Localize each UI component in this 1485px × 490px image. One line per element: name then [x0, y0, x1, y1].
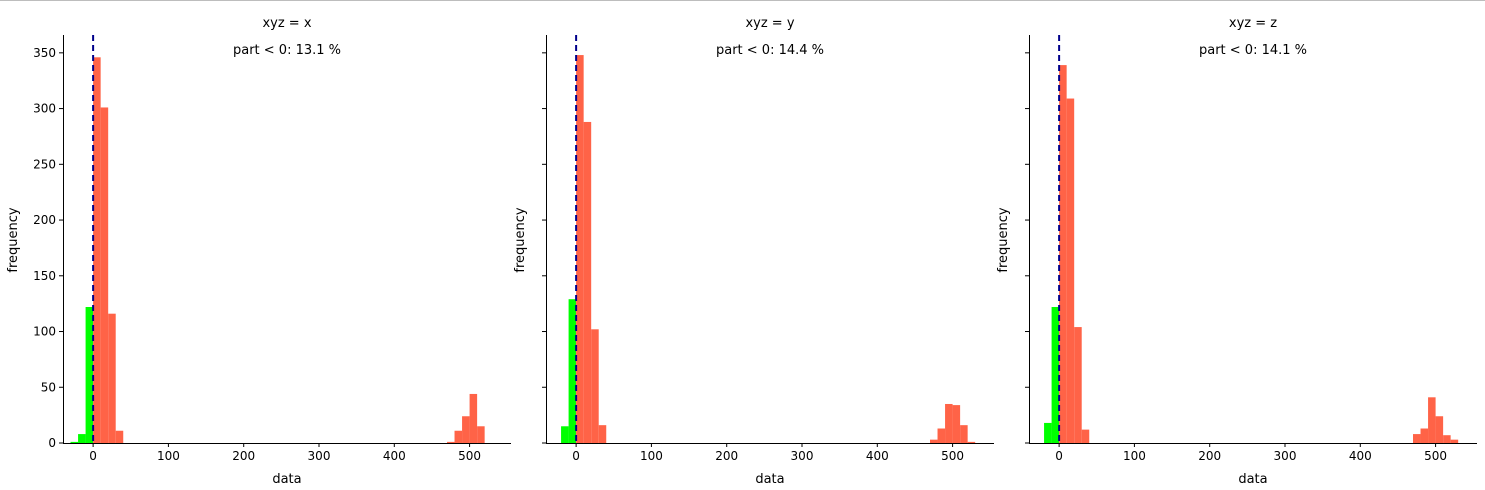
x-tick-label: 500 [1424, 449, 1447, 463]
positive-bin-bar-1 [583, 121, 592, 443]
window-top-border [0, 0, 1485, 1]
panel-title: xyz = y [745, 16, 794, 31]
negative-bin-bar-0 [70, 441, 79, 443]
panel-annotation: part < 0: 14.4 % [716, 43, 824, 58]
panel-annotation: part < 0: 14.1 % [1199, 43, 1307, 58]
negative-bin-bar-0 [561, 426, 569, 443]
negative-bin-bar-1 [568, 299, 577, 443]
positive-bin-bar-4 [930, 439, 938, 443]
x-axis-label: data [1238, 472, 1267, 487]
y-tick-label: 200 [33, 213, 56, 227]
x-tick-label: 200 [232, 449, 255, 463]
negative-bin-bar-2 [85, 307, 94, 443]
x-tick-label: 300 [308, 449, 331, 463]
positive-bin-bar-5 [937, 428, 946, 443]
x-tick-label: 0 [572, 449, 580, 463]
positive-bin-bar-0 [1059, 65, 1067, 443]
negative-bin-bar-1 [78, 434, 86, 443]
positive-bin-bar-1 [1066, 98, 1075, 443]
panel-title: xyz = x [262, 16, 311, 31]
x-tick-label: 0 [89, 449, 97, 463]
y-tick-label: 150 [33, 269, 56, 283]
x-tick-label: 0 [1055, 449, 1063, 463]
y-axis-label: frequency [996, 207, 1011, 273]
x-tick-label: 100 [640, 449, 663, 463]
positive-bin-bar-2 [591, 329, 599, 443]
x-axis-label: data [272, 472, 301, 487]
positive-bin-bar-8 [477, 426, 485, 443]
y-tick-label: 250 [33, 157, 56, 171]
x-tick-label: 200 [715, 449, 738, 463]
x-tick-label: 400 [1349, 449, 1372, 463]
y-tick-label: 50 [41, 380, 56, 394]
x-tick-label: 400 [383, 449, 406, 463]
panel-annotation: part < 0: 13.1 % [233, 43, 341, 58]
x-tick-label: 300 [1274, 449, 1297, 463]
positive-bin-bar-7 [952, 405, 961, 443]
x-tick-label: 500 [458, 449, 481, 463]
positive-bin-bar-4 [1413, 434, 1421, 443]
x-tick-label: 500 [941, 449, 964, 463]
histogram-panel-y: 0 100 200 300 400 500 xyz = y part < 0: 14.4 … [513, 16, 994, 487]
panel-title: xyz = z [1229, 16, 1277, 31]
y-axis-label: frequency [513, 207, 528, 273]
y-axis-label: frequency [6, 207, 21, 273]
x-tick-label: 400 [866, 449, 889, 463]
y-tick-label: 100 [33, 325, 56, 339]
positive-bin-bar-3 [1081, 429, 1090, 443]
positive-bin-bar-6 [1428, 397, 1436, 443]
positive-bin-bar-7 [469, 393, 478, 443]
x-tick-label: 300 [791, 449, 814, 463]
y-tick-group: 0 50 100 150 200 250 300 350 [33, 46, 63, 450]
positive-bin-bar-2 [108, 313, 116, 443]
positive-bin-bar-2 [1074, 327, 1082, 443]
x-tick-group: 0 100 200 300 400 500 [572, 443, 964, 463]
x-tick-label: 200 [1198, 449, 1221, 463]
positive-bin-bar-9 [967, 441, 976, 443]
positive-bin-bar-8 [960, 425, 968, 443]
x-axis-label: data [755, 472, 784, 487]
positive-bin-bar-9 [1450, 439, 1459, 443]
histogram-panel-z: 0 100 200 300 400 500 xyz = z part < 0: 14.1 … [996, 16, 1477, 487]
y-tick-label: 0 [48, 436, 56, 450]
positive-bin-bar-7 [1435, 416, 1444, 443]
positive-bin-bar-1 [100, 107, 109, 444]
x-tick-group: 0 100 200 300 400 500 [1055, 443, 1447, 463]
positive-bin-bar-0 [93, 57, 101, 444]
x-tick-group: 0 100 200 300 400 500 [89, 443, 481, 463]
positive-bin-bar-0 [576, 55, 584, 443]
y-tick-label: 300 [33, 102, 56, 116]
y-tick-group [542, 52, 546, 444]
bars-layer [1044, 65, 1459, 443]
histogram-panel-x: 0 100 200 300 400 500 0 50 100 150 200 250 300 350 x… [6, 16, 511, 487]
positive-bin-bar-6 [945, 403, 953, 443]
negative-bin-bar-0 [1044, 422, 1052, 443]
positive-bin-bar-6 [462, 416, 470, 443]
bars-layer [70, 57, 485, 444]
positive-bin-bar-3 [598, 425, 607, 443]
x-tick-label: 100 [157, 449, 180, 463]
y-tick-label: 350 [33, 46, 56, 60]
y-tick-group [1025, 52, 1029, 444]
positive-bin-bar-4 [447, 441, 455, 443]
positive-bin-bar-3 [115, 430, 124, 443]
bars-layer [561, 55, 976, 443]
x-tick-label: 100 [1123, 449, 1146, 463]
negative-bin-bar-1 [1051, 307, 1060, 443]
positive-bin-bar-5 [1420, 428, 1429, 443]
positive-bin-bar-8 [1443, 435, 1451, 443]
positive-bin-bar-5 [454, 430, 463, 443]
